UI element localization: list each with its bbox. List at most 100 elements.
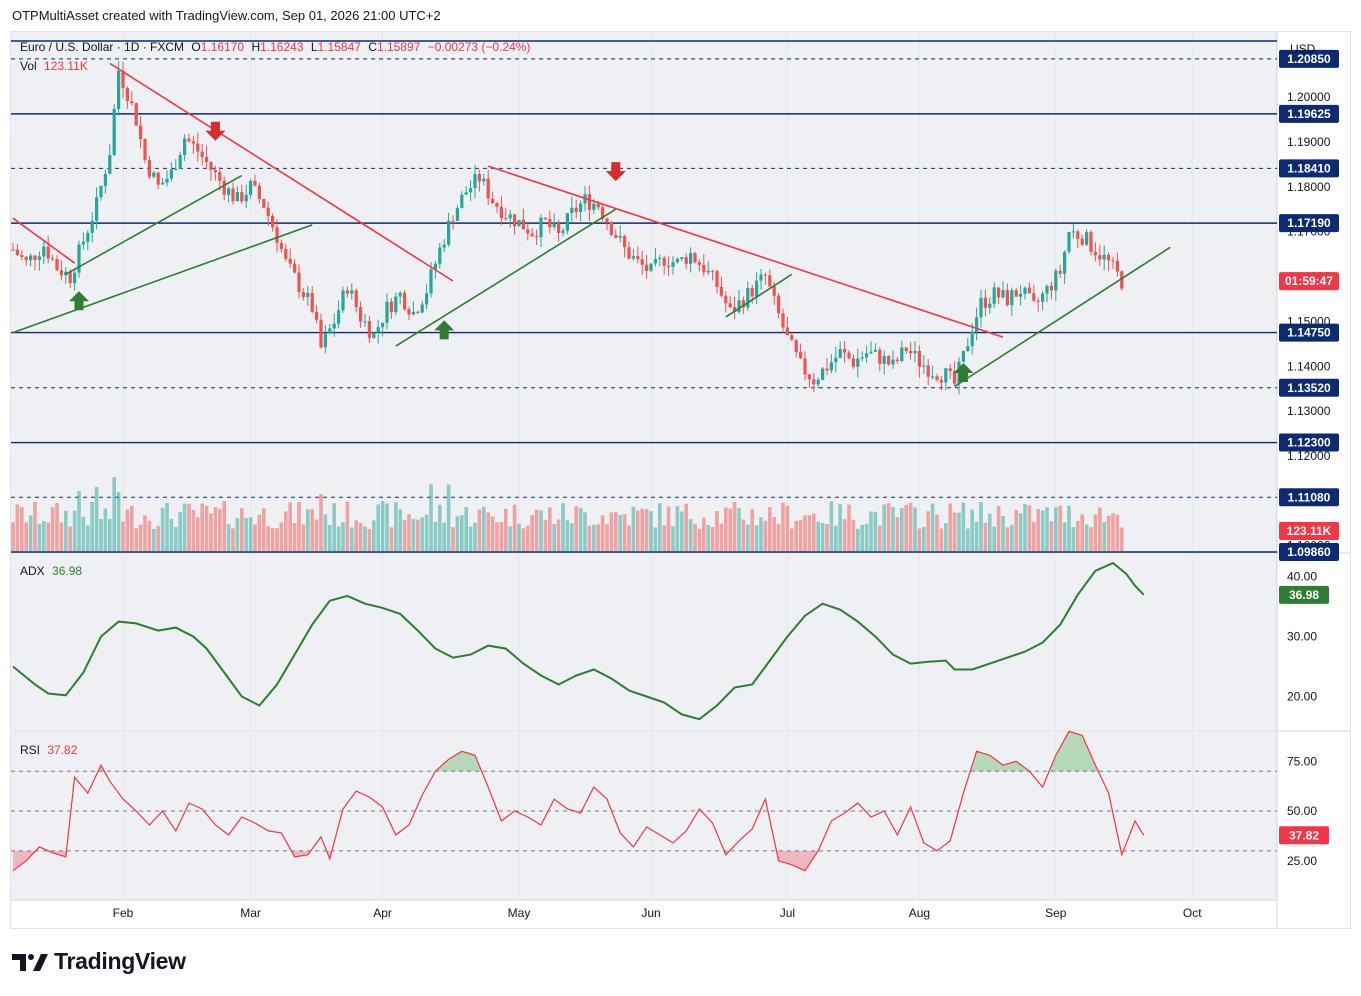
candle-body bbox=[403, 292, 407, 310]
volume-bar bbox=[864, 523, 869, 551]
volume-bar bbox=[992, 526, 996, 551]
volume-bar bbox=[935, 514, 939, 551]
volume-bar bbox=[869, 511, 873, 551]
buy-signal-arrow-icon bbox=[953, 362, 974, 382]
candle-body bbox=[315, 311, 319, 320]
candle-body bbox=[293, 263, 297, 273]
price-level-tag bbox=[1279, 378, 1339, 397]
volume-bar bbox=[416, 519, 420, 551]
volume-bar bbox=[807, 515, 812, 551]
volume-bar bbox=[521, 528, 526, 551]
candle-body bbox=[1058, 270, 1062, 274]
volume-bar bbox=[240, 508, 244, 551]
volume-bar bbox=[702, 517, 706, 551]
candle-body bbox=[917, 350, 921, 367]
legend-high: 1.16243 bbox=[260, 40, 304, 54]
volume-bar bbox=[948, 503, 952, 551]
volume-bar bbox=[517, 523, 521, 551]
volume-bar bbox=[490, 516, 495, 551]
volume-bar bbox=[1058, 505, 1062, 551]
volume-bar bbox=[257, 514, 262, 551]
volume-bar bbox=[530, 515, 534, 551]
trendline bbox=[65, 174, 243, 275]
volume-bar bbox=[917, 528, 922, 551]
candle-body bbox=[1014, 290, 1018, 297]
candle-body bbox=[895, 359, 899, 362]
currency-label[interactable]: USD bbox=[1290, 42, 1316, 56]
rsi-tick-label: 75.00 bbox=[1287, 754, 1317, 768]
sell-signal-arrow-icon bbox=[205, 121, 226, 141]
candle-body bbox=[112, 108, 116, 156]
candle-body bbox=[1019, 294, 1023, 297]
volume-bar bbox=[138, 524, 143, 551]
legend-symbol[interactable]: Euro / U.S. Dollar · 1D · FXCM bbox=[20, 40, 185, 54]
candle-body bbox=[385, 301, 389, 323]
volume-bar bbox=[926, 511, 930, 551]
volume-bar bbox=[710, 527, 715, 551]
rsi-label[interactable]: RSI bbox=[20, 743, 41, 757]
time-tick-label: Oct bbox=[1183, 906, 1202, 920]
volume-bar bbox=[847, 504, 851, 551]
price-pane-bg bbox=[11, 32, 1277, 552]
candle-body bbox=[1023, 287, 1027, 295]
volume-bar bbox=[732, 501, 737, 551]
volume-bar bbox=[187, 503, 191, 551]
volume-bar bbox=[556, 519, 561, 551]
volume-bar bbox=[719, 523, 724, 551]
candle-body bbox=[345, 290, 349, 294]
volume-bar bbox=[944, 523, 948, 551]
volume-bar bbox=[411, 519, 416, 551]
candle-body bbox=[222, 180, 226, 195]
volume-bar bbox=[99, 518, 103, 551]
candle-body bbox=[143, 139, 147, 160]
candle-body bbox=[1120, 271, 1124, 289]
candle-body bbox=[948, 368, 952, 372]
volume-bar bbox=[64, 510, 68, 551]
candle-body bbox=[411, 311, 415, 315]
volume-bar bbox=[1111, 513, 1115, 551]
volume-bar bbox=[816, 521, 820, 551]
volume-bar bbox=[108, 518, 112, 551]
candle-body bbox=[653, 258, 657, 264]
candle-body bbox=[623, 236, 627, 248]
adx-pane-bg bbox=[11, 554, 1277, 730]
candle-body bbox=[464, 192, 468, 195]
volume-bar bbox=[561, 503, 565, 551]
candle-body bbox=[420, 304, 424, 313]
candle-body bbox=[29, 255, 33, 261]
volume-bar bbox=[552, 524, 556, 551]
candle-body bbox=[451, 220, 455, 222]
candle-body bbox=[447, 220, 451, 245]
legend-low-label: L bbox=[310, 40, 318, 54]
candle-body bbox=[997, 287, 1001, 298]
price-level-tag bbox=[1279, 49, 1339, 68]
candle-body bbox=[46, 246, 50, 259]
volume-bar bbox=[838, 504, 842, 551]
candle-body bbox=[130, 101, 134, 104]
adx-label[interactable]: ADX bbox=[20, 564, 45, 578]
volume-label[interactable]: Vol bbox=[20, 59, 37, 73]
volume-bar bbox=[798, 520, 803, 551]
candle-body bbox=[249, 180, 253, 195]
volume-bar bbox=[420, 517, 424, 551]
volume-bar bbox=[662, 525, 666, 551]
candle-body bbox=[618, 236, 622, 238]
candle-body bbox=[900, 347, 904, 362]
candle-body bbox=[869, 351, 873, 354]
candle-body bbox=[513, 214, 517, 227]
candle-body bbox=[658, 257, 662, 259]
volume-bar bbox=[424, 514, 429, 551]
candle-body bbox=[557, 223, 561, 234]
volume-bar bbox=[697, 528, 702, 551]
volume-bar bbox=[306, 509, 310, 551]
volume-bar bbox=[323, 514, 328, 551]
volume-bar bbox=[46, 522, 50, 551]
volume-bar bbox=[653, 527, 658, 551]
candle-body bbox=[711, 270, 715, 272]
candle-body bbox=[838, 349, 842, 358]
buy-signal-arrow-icon bbox=[434, 320, 455, 340]
candle-body bbox=[777, 295, 781, 314]
volume-bar bbox=[860, 524, 864, 551]
volume-bar bbox=[772, 517, 776, 551]
